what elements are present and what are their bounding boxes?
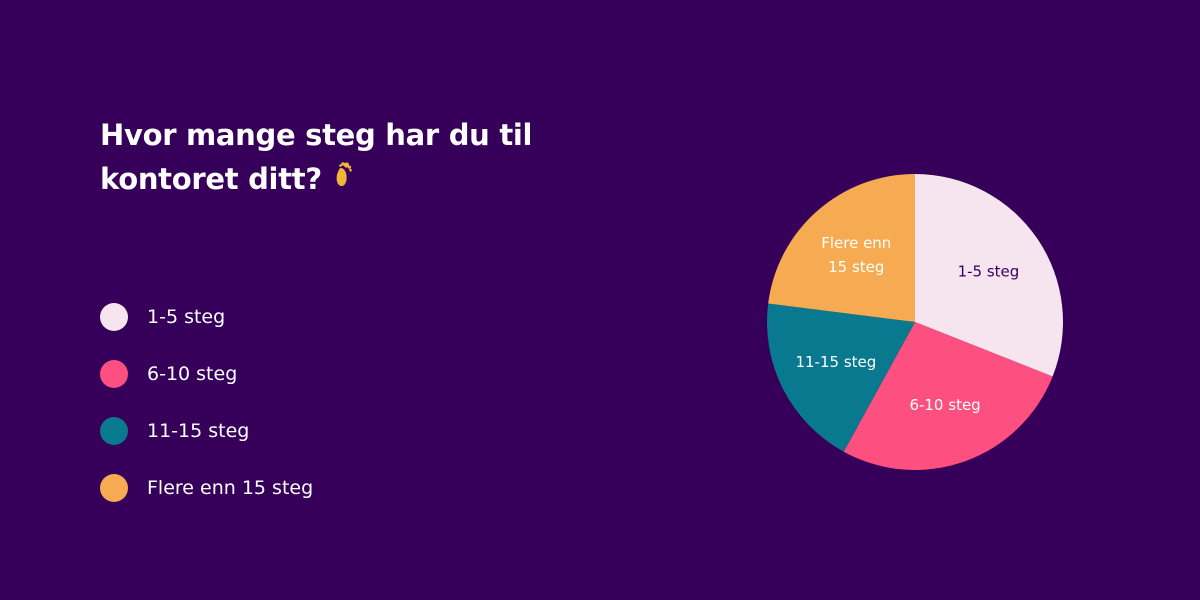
legend-label: 11-15 steg (147, 420, 250, 442)
legend-swatch (100, 417, 128, 445)
slice-label: 1-5 steg (958, 263, 1020, 281)
legend-label: 6-10 steg (147, 363, 238, 385)
legend-item: Flere enn 15 steg (100, 469, 313, 507)
pie-chart: 1-5 steg 6-10 steg 11-15 steg Flere enn 15 s… (767, 174, 1063, 471)
chart-legend: 1-5 steg 6-10 steg 11-15 steg Flere enn 15 … (100, 298, 313, 526)
legend-swatch (100, 303, 128, 331)
chart-title-line-1: Hvor mange steg har du til (100, 118, 533, 152)
chart-title: Hvor mange steg har du til kontoret ditt… (100, 113, 560, 201)
legend-item: 11-15 steg (100, 412, 313, 450)
pie-slice (768, 174, 915, 322)
slice-label: Flere enn (821, 234, 891, 252)
legend-label: Flere enn 15 steg (147, 477, 314, 499)
chart-title-line-2: kontoret ditt? (100, 157, 560, 201)
chart-title-text: kontoret ditt? (100, 162, 322, 196)
pie-slice (767, 303, 915, 452)
slice-label: 15 steg (828, 258, 884, 276)
legend-swatch (100, 360, 128, 388)
pie-slice (915, 174, 1063, 377)
legend-label: 1-5 steg (147, 306, 226, 328)
footprint-icon (334, 156, 354, 200)
pie-slice (843, 322, 1053, 471)
slice-label: 11-15 steg (795, 353, 876, 371)
slice-label: 6-10 steg (909, 396, 980, 414)
legend-item: 6-10 steg (100, 355, 313, 393)
legend-swatch (100, 474, 128, 502)
legend-item: 1-5 steg (100, 298, 313, 336)
